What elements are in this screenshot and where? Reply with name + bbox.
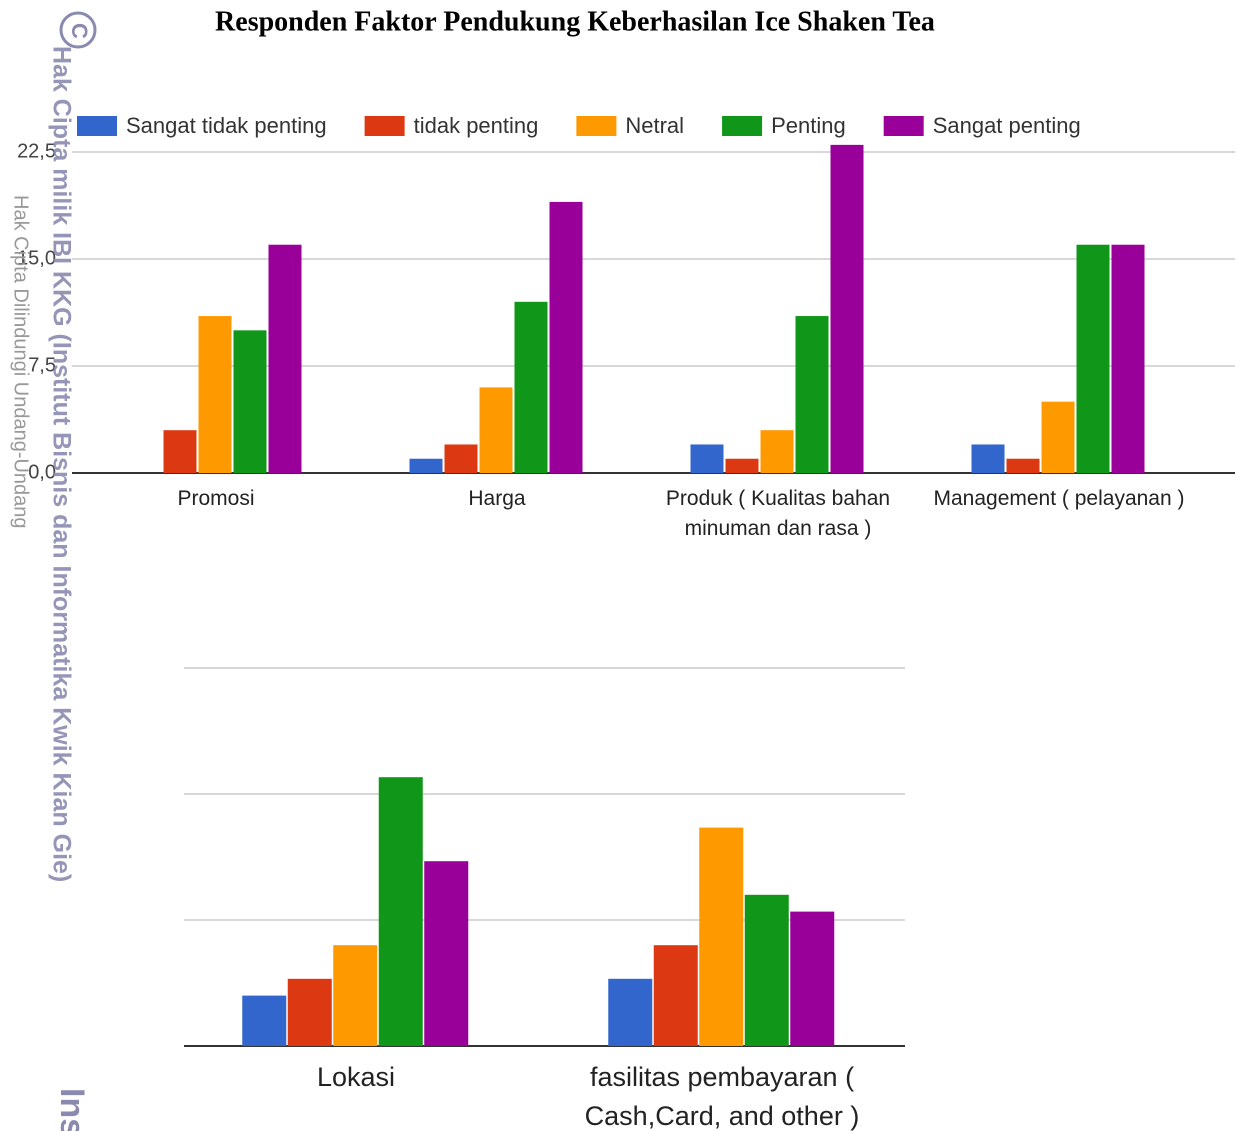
y-tick-label: 15,0 <box>17 247 56 269</box>
bar <box>233 330 267 473</box>
legend-swatch <box>722 116 763 136</box>
bar <box>830 144 864 473</box>
x-tick-label: Lokasi <box>316 1062 396 1092</box>
bar <box>608 978 653 1046</box>
x-tick-label: Promosi <box>177 487 255 510</box>
legend-label: tidak penting <box>414 113 539 138</box>
bar <box>1041 401 1075 473</box>
bar <box>725 458 759 473</box>
legend-label: Sangat tidak penting <box>126 113 327 138</box>
bar <box>1006 458 1040 473</box>
bar <box>378 777 423 1046</box>
bar <box>690 444 724 473</box>
bar <box>198 316 232 473</box>
legend-swatch <box>883 116 924 136</box>
bar <box>790 911 835 1046</box>
bar <box>514 301 548 473</box>
bar <box>409 458 443 473</box>
watermark-protected: Hak Cipta Dilindungi Undang-Undang <box>10 195 32 529</box>
bar <box>760 430 794 473</box>
copyright-symbol: C <box>67 23 92 39</box>
legend-swatch <box>77 116 117 136</box>
bar <box>1076 244 1110 473</box>
legend-swatch <box>364 116 405 136</box>
bar <box>479 387 513 473</box>
bar <box>163 430 197 473</box>
bar <box>287 978 332 1046</box>
bar <box>268 244 302 473</box>
bar <box>242 995 287 1046</box>
bar <box>333 945 378 1046</box>
x-tick-label-box: Harga <box>468 487 526 510</box>
y-tick-label: 0,0 <box>28 461 56 483</box>
x-tick-label-box: fasilitas pembayaran ( Cash,Card, and ot… <box>584 1062 860 1131</box>
x-tick-label-box: Lokasi <box>316 1062 396 1092</box>
bar <box>699 827 744 1046</box>
watermark: C Hak Cipta milik IBI KKG (Institut Bisni… <box>10 11 97 1131</box>
x-tick-label: Produk ( Kualitas bahan minuman dan rasa… <box>665 487 891 541</box>
y-tick-label: 22,5 <box>17 140 56 162</box>
bar <box>795 316 829 473</box>
y-tick-label: 7,5 <box>28 354 56 376</box>
legend-swatch <box>576 116 617 136</box>
bar <box>744 894 789 1046</box>
chart-title: Responden Faktor Pendukung Keberhasilan … <box>215 6 935 37</box>
bar <box>444 444 478 473</box>
x-tick-label: Harga <box>468 487 526 510</box>
bar <box>424 861 469 1046</box>
x-tick-label-box: Produk ( Kualitas bahan minuman dan rasa… <box>665 487 891 541</box>
legend-label: Penting <box>771 113 846 138</box>
watermark-owner: Hak Cipta milik IBI KKG (Institut Bisnis… <box>47 46 75 882</box>
bar <box>653 945 698 1046</box>
bar <box>1111 244 1145 473</box>
x-tick-label: fasilitas pembayaran ( Cash,Card, and ot… <box>584 1062 860 1131</box>
legend-label: Sangat penting <box>933 113 1081 138</box>
watermark-corner: Ins <box>53 1088 91 1131</box>
x-tick-label-box: Management ( pelayanan ) <box>933 487 1185 510</box>
x-tick-label: Management ( pelayanan ) <box>933 487 1185 510</box>
bar <box>549 201 583 473</box>
x-tick-label-box: Promosi <box>177 487 255 510</box>
legend-label: Netral <box>625 113 684 138</box>
bar <box>971 444 1005 473</box>
copyright-circle <box>59 11 97 49</box>
